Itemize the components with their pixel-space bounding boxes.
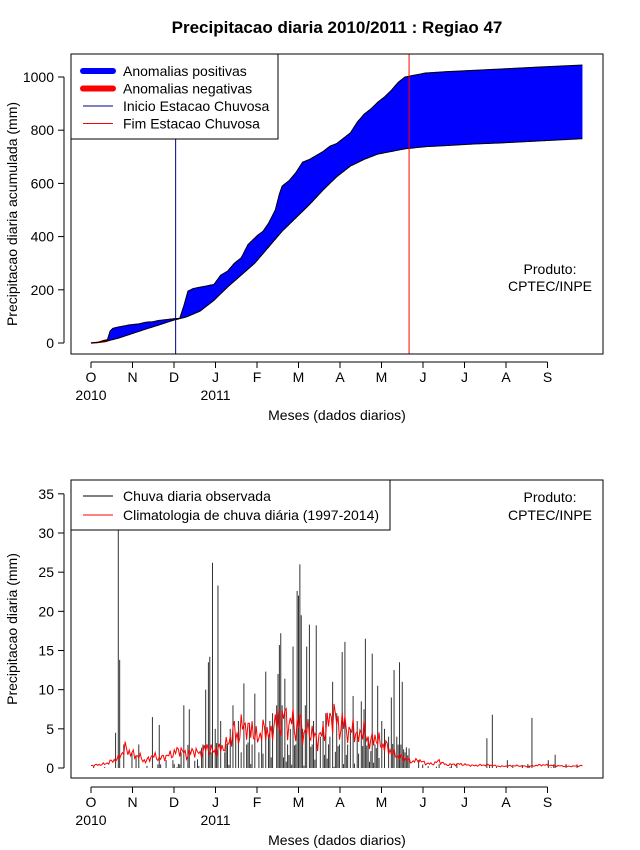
- x-tick-label: S: [543, 794, 552, 810]
- climatology-line: [90, 703, 583, 768]
- legend-entry: Inicio Estacao Chuvosa: [83, 98, 270, 114]
- x-tick-label: N: [127, 794, 137, 810]
- x-tick-label: D: [169, 369, 179, 385]
- year-label: 2011: [200, 387, 230, 403]
- y-axis: 0 200 400 600 800 1000: [23, 69, 65, 351]
- x-axis-label: Meses (dados diarios): [268, 407, 406, 423]
- x-tick-label: S: [543, 369, 552, 385]
- x-axis: O N D J F M A M J J A S 2010 2011: [75, 361, 552, 403]
- legend: Chuva diaria observada Climatologia de ch…: [70, 479, 391, 531]
- year-label: 2010: [75, 387, 106, 403]
- x-tick-label: O: [86, 369, 97, 385]
- product-annotation: Produto: CPTEC/INPE: [508, 261, 592, 294]
- legend-label: Climatologia de chuva diária (1997-2014): [123, 507, 379, 523]
- x-tick-label: A: [335, 794, 345, 810]
- y-axis: 0 5 10 15 20 25 30 35: [38, 486, 65, 776]
- y-tick-label: 600: [31, 175, 55, 191]
- x-tick-label: J: [420, 794, 427, 810]
- climatology-polyline: [90, 703, 583, 768]
- x-tick-label: N: [127, 369, 137, 385]
- y-tick-label: 1000: [23, 69, 54, 85]
- y-tick-label: 0: [46, 760, 54, 776]
- x-tick-label: J: [461, 794, 468, 810]
- legend-label: Fim Estacao Chuvosa: [123, 116, 260, 132]
- y-tick-label: 35: [38, 486, 54, 502]
- x-tick-label: A: [501, 369, 511, 385]
- x-tick-label: J: [461, 369, 468, 385]
- x-tick-label: J: [212, 369, 219, 385]
- annotation-line-2: CPTEC/INPE: [508, 507, 592, 523]
- legend-box: [70, 479, 391, 531]
- annotation-line-1: Produto:: [524, 489, 577, 505]
- daily-chart: 0 5 10 15 20 25 30 35 O N D J F M A M J J A S 2010 2011 Mese…: [4, 479, 604, 848]
- cumulative-chart: Precipitacao diaria 2010/2011 : Regiao 4…: [4, 18, 604, 423]
- y-tick-label: 200: [31, 282, 55, 298]
- climatology-line: [90, 138, 583, 344]
- x-tick-label: D: [169, 794, 179, 810]
- x-tick-label: A: [335, 369, 345, 385]
- anomaly-area: [90, 64, 583, 344]
- y-tick-label: 800: [31, 122, 55, 138]
- positive-anomaly-area: [91, 65, 583, 343]
- legend-label: Anomalias negativas: [123, 81, 252, 97]
- product-annotation: Produto: CPTEC/INPE: [508, 489, 592, 523]
- plot-frame: [70, 53, 604, 355]
- x-tick-label: M: [376, 369, 388, 385]
- y-tick-label: 5: [46, 721, 54, 737]
- x-tick-label: O: [86, 794, 97, 810]
- legend-label: Anomalias positivas: [123, 63, 247, 79]
- annotation-line-2: CPTEC/INPE: [508, 278, 592, 294]
- y-axis-label: Precipitacao diaria (mm): [4, 553, 20, 705]
- observed-bars: [93, 529, 578, 768]
- legend-entry: Chuva diaria observada: [83, 488, 271, 504]
- x-tick-label: J: [212, 794, 219, 810]
- x-axis: O N D J F M A M J J A S 2010 2011: [75, 786, 552, 828]
- legend-entry: Fim Estacao Chuvosa: [83, 116, 260, 132]
- x-axis-label: Meses (dados diarios): [268, 832, 406, 848]
- y-tick-label: 30: [38, 525, 54, 541]
- y-tick-label: 10: [38, 682, 54, 698]
- y-tick-label: 0: [46, 335, 54, 351]
- y-tick-label: 15: [38, 643, 54, 659]
- legend-label: Chuva diaria observada: [123, 488, 271, 504]
- x-tick-label: J: [420, 369, 427, 385]
- x-tick-label: M: [293, 794, 305, 810]
- legend-entry: Anomalias positivas: [80, 63, 247, 79]
- y-tick-label: 400: [31, 229, 55, 245]
- x-tick-label: F: [253, 369, 262, 385]
- year-label: 2010: [75, 812, 106, 828]
- y-axis-label: Precipitacao diaria acumulada (mm): [4, 102, 20, 326]
- x-tick-label: F: [253, 794, 262, 810]
- legend-entry: Climatologia de chuva diária (1997-2014): [83, 507, 379, 523]
- y-tick-label: 20: [38, 603, 54, 619]
- annotation-line-1: Produto:: [524, 261, 577, 277]
- x-tick-label: A: [501, 794, 511, 810]
- legend-label: Inicio Estacao Chuvosa: [123, 98, 270, 114]
- chart-title: Precipitacao diaria 2010/2011 : Regiao 4…: [172, 18, 503, 37]
- x-tick-label: M: [293, 369, 305, 385]
- year-label: 2011: [200, 812, 230, 828]
- observed-line: [90, 64, 583, 344]
- y-tick-label: 25: [38, 564, 54, 580]
- legend-entry: Anomalias negativas: [80, 81, 252, 97]
- x-tick-label: M: [376, 794, 388, 810]
- legend: Anomalias positivas Anomalias negativasIn…: [70, 53, 279, 140]
